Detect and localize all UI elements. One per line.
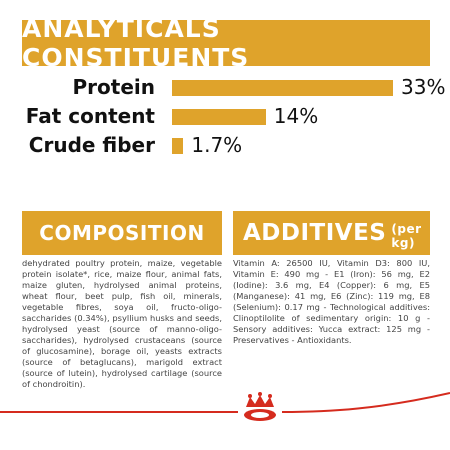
category-label: Crude fiber bbox=[28, 133, 155, 157]
additives-banner: ADDITIVES (per kg) bbox=[233, 211, 430, 255]
logo bbox=[244, 392, 276, 421]
footer-decoration bbox=[0, 392, 450, 421]
chart-title: ANALYTICALS CONSTITUENTS bbox=[22, 14, 250, 72]
composition-text: dehydrated poultry protein, maize, veget… bbox=[22, 258, 222, 389]
additives-title: ADDITIVES bbox=[243, 220, 387, 246]
composition-banner: COMPOSITION bbox=[22, 211, 222, 255]
footer-curve bbox=[281, 392, 450, 413]
bar bbox=[172, 80, 393, 96]
composition-title: COMPOSITION bbox=[39, 221, 205, 245]
category-label: Fat content bbox=[25, 104, 155, 128]
value-label: 1.7% bbox=[191, 133, 243, 157]
value-label: 33% bbox=[401, 75, 446, 99]
bar bbox=[172, 138, 184, 154]
category-label: Protein bbox=[72, 75, 155, 99]
additives-text: Vitamin A: 26500 IU, Vitamin D3: 800 IU,… bbox=[233, 258, 430, 345]
value-label: 14% bbox=[273, 104, 319, 128]
title-banner: ANALYTICALS CONSTITUENTS bbox=[22, 14, 430, 72]
bar bbox=[172, 109, 266, 125]
additives-unit: (per kg) bbox=[391, 222, 422, 250]
